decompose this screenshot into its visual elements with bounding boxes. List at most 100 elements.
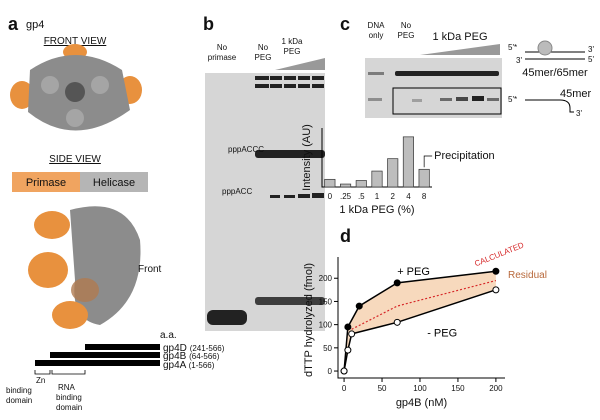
side-structure <box>28 206 141 329</box>
gel-image <box>365 58 502 118</box>
view-label: SIDE VIEW <box>49 154 101 165</box>
bar <box>355 180 367 188</box>
domain-label: Zn <box>36 376 45 385</box>
x-tick-label: 100 <box>413 384 427 393</box>
bar <box>418 168 430 188</box>
construct-bar <box>35 360 160 366</box>
panel-letter: a <box>8 14 19 34</box>
data-point <box>393 279 401 287</box>
data-point <box>492 286 500 294</box>
strand-end: 5'* <box>508 43 517 52</box>
domain-label: domain <box>6 396 32 405</box>
strand-end: 3' <box>588 45 594 54</box>
domain-label: binding <box>6 386 32 395</box>
y-tick-label: 100 <box>319 321 333 330</box>
x-axis-title: 1 kDa PEG (%) <box>339 204 414 216</box>
band-label: pppACCC <box>228 145 264 154</box>
data-point <box>344 323 352 331</box>
y-tick-label: 150 <box>319 297 333 306</box>
label: Front <box>138 264 162 275</box>
strand-end: 5' <box>588 55 594 64</box>
lane-label: 1 kDa <box>282 37 303 46</box>
x-tick-label: 8 <box>422 192 427 201</box>
legend-label: Helicase <box>93 177 135 189</box>
strand-end: 3' <box>576 109 582 118</box>
construct-name: gp4A (1-566) <box>163 360 215 371</box>
data-point <box>340 367 348 375</box>
lane-label: PEG <box>284 47 301 56</box>
strand-end: 3' <box>516 56 522 65</box>
domain-label: domain <box>56 403 82 412</box>
band-label: pppACC <box>222 187 252 196</box>
lane-label: No <box>217 43 228 52</box>
strand-end: 5'* <box>508 95 517 104</box>
bar <box>324 178 336 188</box>
lane-label: primase <box>208 53 237 62</box>
lane-label: No <box>401 21 412 30</box>
series-label: + PEG <box>397 266 430 278</box>
data-point <box>355 302 363 310</box>
data-point <box>344 346 352 354</box>
dna-label: 45mer/65mer <box>522 67 588 79</box>
dna-diagram <box>525 40 585 113</box>
dna-label: 45mer <box>560 88 592 100</box>
panel-letter: c <box>340 14 350 34</box>
construct-bar <box>85 344 160 350</box>
data-point <box>393 318 401 326</box>
y-axis-title: Intensity (AU) <box>301 124 313 191</box>
x-tick-label: 2 <box>390 192 395 201</box>
construct-bar <box>50 352 160 358</box>
lane-label: No <box>258 43 269 52</box>
construct-name: gp4B (64-566) <box>163 351 220 362</box>
axis <box>337 257 505 379</box>
data-point <box>348 330 356 338</box>
legend-box <box>12 172 80 192</box>
bar <box>371 170 383 188</box>
front-structure <box>10 44 142 131</box>
protein-name: gp4 <box>26 19 44 31</box>
construct-name: gp4D (241-566) <box>163 343 225 354</box>
gradient-wedge <box>420 44 500 55</box>
lane-label: only <box>369 31 384 40</box>
y-tick-label: 0 <box>328 367 333 376</box>
x-tick-label: .5 <box>358 192 365 201</box>
domain-bracket <box>34 370 86 375</box>
gradient-wedge <box>275 58 325 70</box>
view-label: FRONT VIEW <box>44 36 107 47</box>
lane-label: 1 kDa PEG <box>432 31 487 43</box>
x-tick-label: 150 <box>451 384 465 393</box>
legend-label: Primase <box>26 177 66 189</box>
label: a.a. <box>160 330 177 341</box>
y-tick-label: 50 <box>323 344 332 353</box>
x-tick-label: 4 <box>406 192 411 201</box>
series-label: - PEG <box>427 327 457 339</box>
x-tick-label: 200 <box>489 384 503 393</box>
lane-label: PEG <box>255 53 272 62</box>
x-tick-label: 1 <box>375 192 380 201</box>
construct-name: gp4B <box>163 351 187 362</box>
annotation: Residual <box>508 270 547 281</box>
lane-label: DNA <box>368 21 386 30</box>
legend-box <box>80 172 148 192</box>
data-point <box>492 267 500 275</box>
bar <box>402 136 414 188</box>
series-label: CALCULATED <box>473 240 525 268</box>
panel-letter: b <box>203 14 214 34</box>
x-tick-label: 0 <box>342 384 347 393</box>
construct-range: (241-566) <box>190 344 225 353</box>
annotation: Precipitation <box>434 150 495 162</box>
panel-letter: d <box>340 226 351 246</box>
construct-range: (1-566) <box>189 361 215 370</box>
lane-label: PEG <box>398 31 415 40</box>
x-tick-label: 0 <box>328 192 333 201</box>
x-tick-label: .25 <box>340 192 352 201</box>
y-axis-title: dTTP hydrolyzed (fmol) <box>303 263 315 377</box>
construct-name: gp4A <box>163 360 187 371</box>
y-tick-label: 200 <box>319 274 333 283</box>
x-tick-label: 50 <box>378 384 387 393</box>
annotation-line <box>423 155 433 168</box>
gel-image <box>205 73 325 331</box>
construct-range: (64-566) <box>189 352 220 361</box>
shaded-region <box>344 271 496 372</box>
